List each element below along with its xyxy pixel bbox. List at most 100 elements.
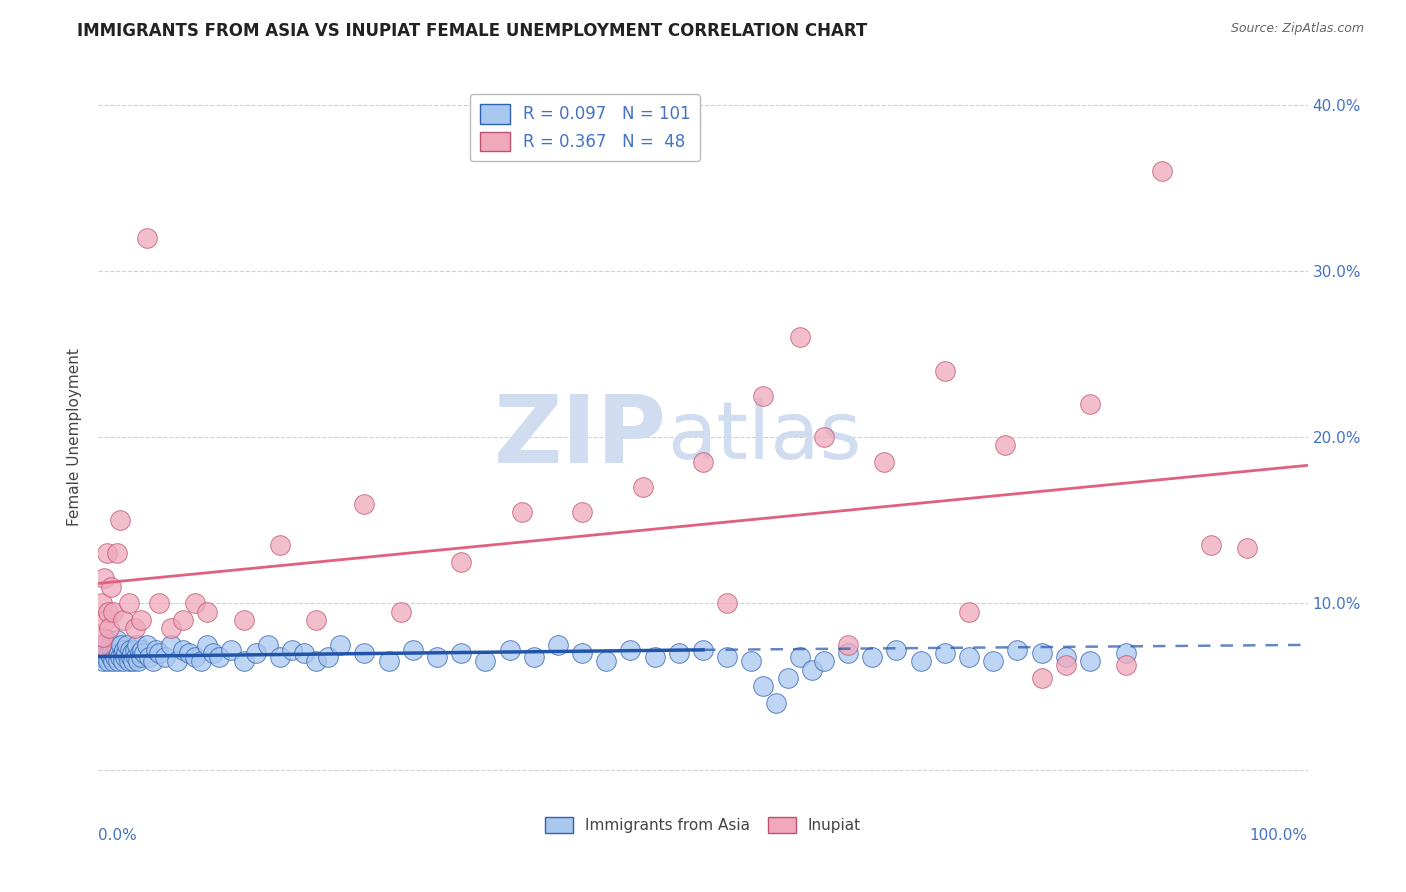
Point: [148, 596, 170, 610]
Point: [172, 613, 194, 627]
Point: [93, 638, 115, 652]
Point: [100, 643, 122, 657]
Point: [232, 613, 254, 627]
Point: [498, 643, 520, 657]
Point: [142, 655, 165, 669]
Point: [108, 513, 131, 527]
Point: [91, 655, 114, 669]
Point: [166, 655, 188, 669]
Point: [1115, 646, 1137, 660]
Point: [127, 655, 149, 669]
Point: [595, 655, 617, 669]
Point: [644, 649, 666, 664]
Point: [837, 638, 859, 652]
Point: [305, 655, 328, 669]
Point: [994, 438, 1017, 452]
Point: [860, 649, 883, 664]
Point: [184, 649, 207, 664]
Point: [107, 655, 129, 669]
Point: [232, 655, 254, 669]
Point: [131, 643, 153, 657]
Point: [402, 643, 425, 657]
Point: [765, 696, 787, 710]
Point: [160, 621, 183, 635]
Point: [97, 632, 120, 647]
Point: [776, 671, 799, 685]
Point: [124, 643, 146, 657]
Text: IMMIGRANTS FROM ASIA VS INUPIAT FEMALE UNEMPLOYMENT CORRELATION CHART: IMMIGRANTS FROM ASIA VS INUPIAT FEMALE U…: [77, 22, 868, 40]
Point: [547, 638, 569, 652]
Text: Source: ZipAtlas.com: Source: ZipAtlas.com: [1230, 22, 1364, 36]
Point: [510, 505, 533, 519]
Point: [353, 497, 375, 511]
Point: [910, 655, 932, 669]
Point: [800, 663, 823, 677]
Point: [1078, 655, 1101, 669]
Point: [716, 649, 738, 664]
Point: [1152, 164, 1174, 178]
Point: [110, 638, 132, 652]
Point: [245, 646, 267, 660]
Point: [208, 649, 231, 664]
Point: [221, 643, 243, 657]
Point: [108, 649, 131, 664]
Point: [98, 621, 121, 635]
Point: [957, 649, 980, 664]
Point: [118, 643, 141, 657]
Point: [172, 643, 194, 657]
Point: [100, 649, 122, 664]
Point: [138, 649, 160, 664]
Point: [1054, 657, 1077, 672]
Point: [94, 613, 117, 627]
Point: [873, 455, 896, 469]
Point: [160, 638, 183, 652]
Point: [184, 596, 207, 610]
Point: [474, 655, 496, 669]
Point: [1199, 538, 1222, 552]
Point: [124, 621, 146, 635]
Point: [96, 643, 118, 657]
Point: [789, 649, 811, 664]
Point: [129, 613, 152, 627]
Point: [91, 630, 114, 644]
Y-axis label: Female Unemployment: Female Unemployment: [67, 348, 83, 526]
Point: [353, 646, 375, 660]
Point: [202, 646, 225, 660]
Point: [97, 605, 120, 619]
Point: [117, 638, 139, 652]
Point: [619, 643, 641, 657]
Point: [125, 649, 148, 664]
Point: [377, 655, 399, 669]
Point: [100, 638, 122, 652]
Point: [1236, 541, 1258, 556]
Point: [305, 613, 328, 627]
Point: [1078, 397, 1101, 411]
Point: [813, 430, 835, 444]
Point: [112, 643, 135, 657]
Point: [145, 643, 167, 657]
Point: [114, 649, 136, 664]
Point: [135, 230, 157, 244]
Point: [292, 646, 315, 660]
Point: [269, 649, 291, 664]
Point: [135, 638, 157, 652]
Text: atlas: atlas: [666, 398, 860, 476]
Point: [195, 638, 218, 652]
Point: [571, 505, 593, 519]
Point: [716, 596, 738, 610]
Point: [148, 646, 170, 660]
Point: [981, 655, 1004, 669]
Point: [740, 655, 762, 669]
Point: [1115, 657, 1137, 672]
Point: [101, 655, 124, 669]
Point: [115, 646, 138, 660]
Text: ZIP: ZIP: [494, 391, 666, 483]
Point: [100, 580, 122, 594]
Point: [668, 646, 690, 660]
Point: [91, 596, 114, 610]
Point: [813, 655, 835, 669]
Point: [129, 649, 152, 664]
Point: [752, 680, 775, 694]
Point: [122, 655, 145, 669]
Point: [571, 646, 593, 660]
